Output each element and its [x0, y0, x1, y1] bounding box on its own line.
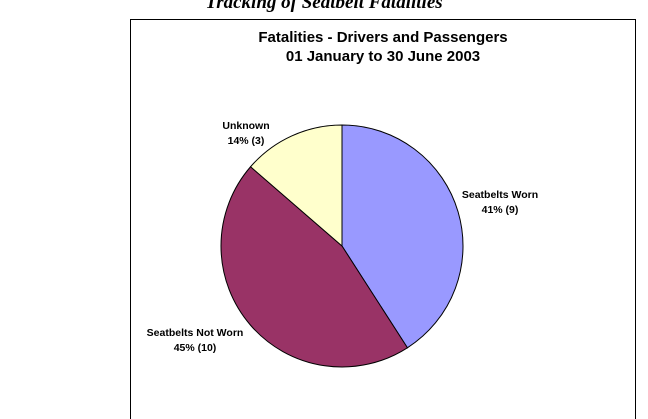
page-heading: Tracking of Seatbelt Fatalities [0, 0, 648, 14]
pie-slice-seatbelts-not-worn [220, 166, 409, 368]
chart-subtitle: 01 January to 30 June 2003 [285, 48, 481, 65]
chart-title: Fatalities - Drivers and Passengers [258, 29, 508, 46]
slice-label: Unknown [222, 120, 269, 132]
pie-slice-seatbelts-worn [341, 124, 464, 349]
page-heading-text: Tracking of Seatbelt Fatalities [205, 0, 443, 13]
slice-value-label: 14% (3) [228, 135, 265, 147]
chart-title-block: Fatalities - Drivers and Passengers 01 J… [130, 28, 636, 66]
chart-frame [130, 19, 636, 419]
slice-value-label: 41% (9) [482, 204, 519, 216]
slice-label: Seatbelts Not Worn [147, 327, 244, 339]
pie-chart: Seatbelts Worn 41% (9) Seatbelts Not Worn 4… [147, 120, 538, 368]
slice-label: Seatbelts Worn [462, 189, 538, 201]
pie-slice-unknown [249, 124, 343, 248]
slice-value-label: 45% (10) [174, 342, 217, 354]
